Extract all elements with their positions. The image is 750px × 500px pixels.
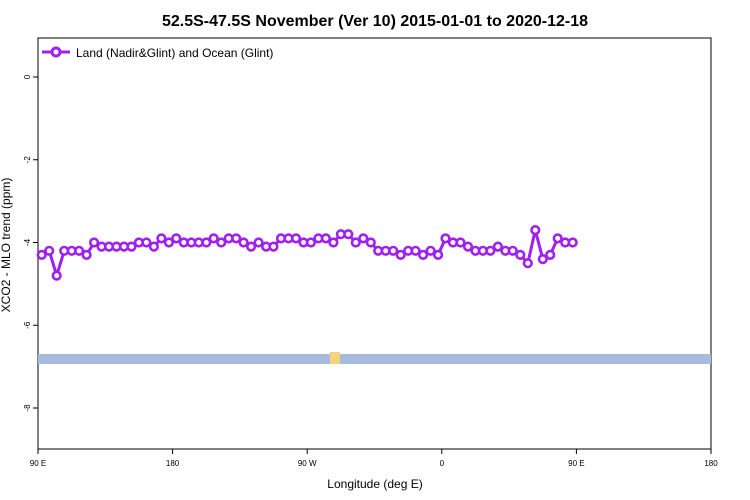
data-point: [365, 237, 376, 248]
data-point: [485, 245, 496, 256]
x-axis: 90 E 180 90 W 0 90 E 180: [30, 449, 718, 468]
data-point: [388, 245, 399, 256]
data-point: [530, 225, 541, 236]
data-point: [148, 241, 159, 252]
data-point: [358, 233, 369, 244]
data-point: [246, 241, 257, 252]
data-point: [418, 249, 429, 260]
x-tick-label: 90 E: [568, 459, 584, 468]
series-layer: [36, 225, 578, 281]
x-axis-label: Longitude (deg E): [327, 477, 422, 491]
data-point: [328, 237, 339, 248]
data-point: [36, 249, 47, 260]
data-point: [216, 237, 227, 248]
data-point: [492, 241, 504, 252]
x-tick-label: 180: [166, 459, 180, 468]
data-point: [320, 233, 332, 244]
data-point: [73, 245, 85, 256]
data-point: [238, 237, 249, 248]
legend: Land (Nadir&Glint) and Ocean (Glint): [42, 46, 273, 60]
data-point: [462, 241, 474, 252]
data-point: [126, 241, 137, 252]
surface-strip: [38, 352, 711, 364]
data-point: [208, 233, 219, 244]
data-point: [163, 237, 174, 248]
data-point: [515, 249, 526, 260]
data-point: [231, 233, 242, 244]
data-point: [156, 233, 167, 244]
y-tick-label: 0: [23, 74, 32, 79]
data-point: [350, 237, 361, 248]
x-tick-label: 90 E: [30, 459, 46, 468]
y-tick-label: -4: [23, 238, 32, 246]
data-point: [395, 249, 406, 260]
data-point: [51, 270, 62, 281]
legend-label: Land (Nadir&Glint) and Ocean (Glint): [76, 46, 273, 60]
data-point: [552, 233, 563, 244]
x-tick-label: 180: [704, 459, 718, 468]
data-point: [88, 237, 100, 248]
data-point: [545, 249, 556, 260]
plot-area: [37, 37, 712, 450]
x-tick-label: 0: [440, 459, 445, 468]
data-point: [141, 237, 152, 248]
data-point: [305, 237, 317, 248]
y-tick-label: -6: [23, 321, 32, 329]
data-point: [455, 237, 466, 248]
data-point: [440, 233, 451, 244]
y-tick-label: -2: [23, 156, 32, 164]
legend-marker: [50, 46, 62, 58]
data-point: [44, 245, 55, 256]
chart-title: 52.5S-47.5S November (Ver 10) 2015-01-01…: [162, 13, 588, 30]
data-point: [537, 254, 548, 265]
data-point: [522, 258, 533, 269]
data-point: [253, 237, 264, 248]
y-axis: 0 -2 -4 -6 -8: [23, 74, 38, 412]
data-point: [171, 233, 182, 244]
data-point: [425, 245, 436, 256]
data-point: [410, 245, 421, 256]
data-point: [343, 229, 354, 240]
data-point: [433, 249, 444, 260]
data-point: [567, 237, 578, 248]
data-point: [81, 249, 92, 260]
data-point: [290, 233, 302, 244]
y-axis-label: XCO2 - MLO trend (ppm): [0, 178, 13, 313]
x-tick-label: 90 W: [298, 459, 317, 468]
data-point: [268, 241, 279, 252]
data-point: [201, 237, 212, 248]
data-point: [507, 245, 518, 256]
y-tick-label: -8: [23, 404, 32, 412]
